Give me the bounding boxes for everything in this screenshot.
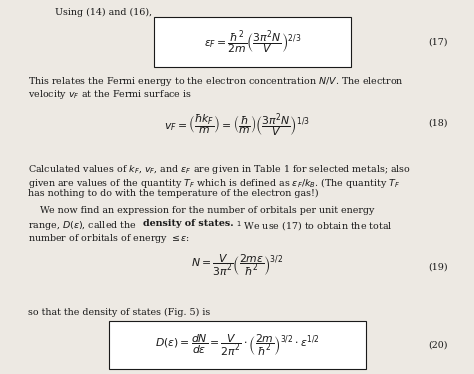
Text: velocity $v_F$ at the Fermi surface is: velocity $v_F$ at the Fermi surface is xyxy=(28,88,192,101)
Text: number of orbitals of energy $\leq\epsilon$:: number of orbitals of energy $\leq\epsil… xyxy=(28,232,190,245)
Text: We now find an expression for the number of orbitals per unit energy: We now find an expression for the number… xyxy=(28,206,374,215)
Text: Using (14) and (16),: Using (14) and (16), xyxy=(55,8,152,17)
Text: $\epsilon_F = \dfrac{\hbar^2}{2m}\left(\dfrac{3\pi^2 N}{V}\right)^{2/3}$: $\epsilon_F = \dfrac{\hbar^2}{2m}\left(\… xyxy=(204,28,301,56)
Text: $N = \dfrac{V}{3\pi^2}\left(\dfrac{2m\epsilon}{\hbar^2}\right)^{3/2}$: $N = \dfrac{V}{3\pi^2}\left(\dfrac{2m\ep… xyxy=(191,253,283,278)
Text: density of states.: density of states. xyxy=(143,219,234,228)
Text: This relates the Fermi energy to the electron concentration $N/V$. The electron: This relates the Fermi energy to the ele… xyxy=(28,75,404,88)
Text: given are values of the quantity $T_F$ which is defined as $\epsilon_F/k_B$. (Th: given are values of the quantity $T_F$ w… xyxy=(28,176,400,190)
Text: $D(\epsilon) = \dfrac{dN}{d\epsilon} = \dfrac{V}{2\pi^2}\cdot\left(\dfrac{2m}{\h: $D(\epsilon) = \dfrac{dN}{d\epsilon} = \… xyxy=(155,332,320,358)
Text: range, $D(\epsilon)$, called the: range, $D(\epsilon)$, called the xyxy=(28,219,137,232)
FancyBboxPatch shape xyxy=(109,321,366,369)
Text: so that the density of states (Fig. 5) is: so that the density of states (Fig. 5) i… xyxy=(28,308,210,317)
FancyBboxPatch shape xyxy=(154,17,351,67)
Text: (17): (17) xyxy=(428,37,448,46)
Text: Calculated values of $k_F$, $v_F$, and $\epsilon_F$ are given in Table 1 for sel: Calculated values of $k_F$, $v_F$, and $… xyxy=(28,163,411,176)
Text: (19): (19) xyxy=(428,263,448,272)
Text: has nothing to do with the temperature of the electron gas!): has nothing to do with the temperature o… xyxy=(28,189,319,198)
Text: (20): (20) xyxy=(428,340,448,349)
Text: (18): (18) xyxy=(428,119,448,128)
Text: $^1$ We use (17) to obtain the total: $^1$ We use (17) to obtain the total xyxy=(236,219,392,233)
Text: $v_F = \left(\dfrac{\hbar k_F}{m}\right) = \left(\dfrac{\hbar}{m}\right)\left(\d: $v_F = \left(\dfrac{\hbar k_F}{m}\right)… xyxy=(164,111,310,139)
